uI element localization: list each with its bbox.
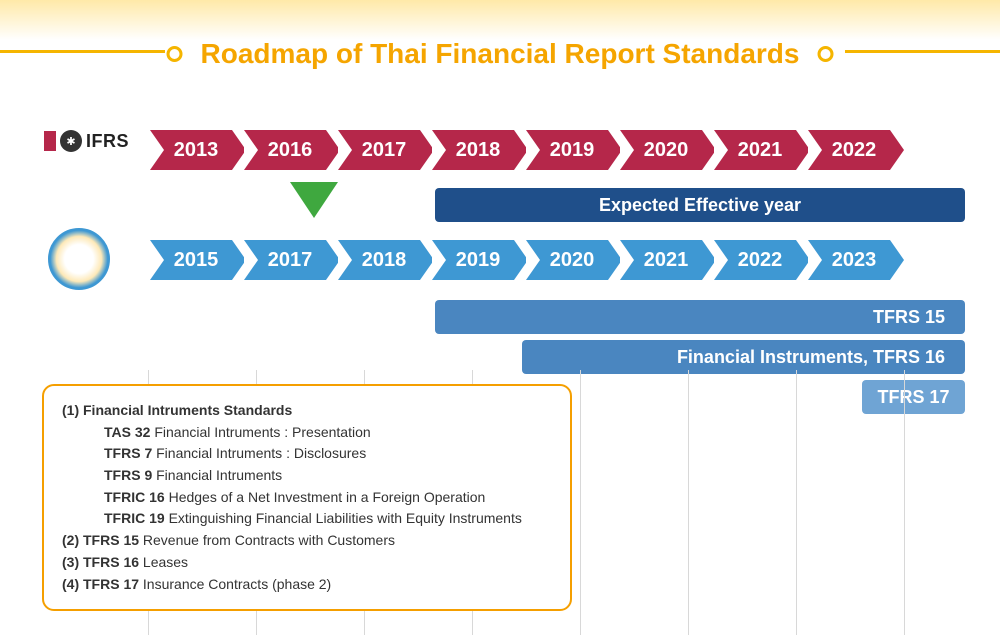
tfrs-year-chevron: 2023	[808, 240, 890, 280]
tfrs-year-chevron: 2017	[244, 240, 326, 280]
legend-row: TFRS 9 Financial Intruments	[62, 465, 552, 487]
ifrs-year-label: 2013	[150, 130, 232, 170]
tfrs-year-label: 2022	[714, 240, 796, 280]
legend-code: TFRS 9	[104, 467, 152, 483]
ifrs-year-label: 2018	[432, 130, 514, 170]
tfrs-year-chevron: 2021	[620, 240, 702, 280]
legend-code: (4) TFRS 17	[62, 576, 139, 592]
ifrs-year-row: 2013 2016 2017 2018 2019 2020 2021 2022	[150, 130, 890, 170]
ifrs-year-label: 2017	[338, 130, 420, 170]
tfrs-year-chevron: 2020	[526, 240, 608, 280]
legend-code: TAS 32	[104, 424, 150, 440]
tfrs-year-label: 2019	[432, 240, 514, 280]
ifrs-year-chevron: 2018	[432, 130, 514, 170]
legend-row: TFRIC 19 Extinguishing Financial Liabili…	[62, 508, 552, 530]
legend-desc: Financial Intruments : Disclosures	[156, 445, 366, 461]
legend-code: TFRIC 16	[104, 489, 165, 505]
legend-section-4: (4) TFRS 17 Insurance Contracts (phase 2…	[62, 574, 552, 596]
down-arrow-icon	[290, 182, 338, 218]
legend-desc: Financial Intruments : Presentation	[154, 424, 370, 440]
tfrs-year-label: 2015	[150, 240, 232, 280]
title-rule-left	[0, 50, 165, 53]
tfrs-year-chevron: 2018	[338, 240, 420, 280]
legend-desc: Revenue from Contracts with Customers	[143, 532, 395, 548]
legend-section-3: (3) TFRS 16 Leases	[62, 552, 552, 574]
legend-desc: Hedges of a Net Investment in a Foreign …	[169, 489, 486, 505]
ifrs-globe-icon: ✱	[60, 130, 82, 152]
tfrs-year-label: 2020	[526, 240, 608, 280]
legend-section-1: (1) Financial Intruments Standards	[62, 400, 552, 422]
legend-desc: Insurance Contracts (phase 2)	[143, 576, 331, 592]
page-title: Roadmap of Thai Financial Report Standar…	[183, 38, 818, 70]
expected-effective-label: Expected Effective year	[599, 195, 801, 216]
title-rule-right	[845, 50, 1000, 53]
header-gradient	[0, 0, 1000, 40]
ifrs-label: IFRS	[86, 131, 129, 152]
ifrs-year-label: 2021	[714, 130, 796, 170]
ifrs-square-icon	[44, 131, 56, 151]
ifrs-year-chevron: 2021	[714, 130, 796, 170]
financial-instruments-label: Financial Instruments, TFRS 16	[677, 347, 945, 368]
tfrs-year-label: 2018	[338, 240, 420, 280]
legend-desc: Leases	[143, 554, 188, 570]
legend-row: TAS 32 Financial Intruments : Presentati…	[62, 422, 552, 444]
legend-h1: (1) Financial Intruments Standards	[62, 402, 292, 418]
tfrs15-band: TFRS 15	[435, 300, 965, 334]
ifrs-year-chevron: 2016	[244, 130, 326, 170]
legend-row: TFRIC 16 Hedges of a Net Investment in a…	[62, 487, 552, 509]
ifrs-badge: ✱ IFRS	[44, 130, 129, 152]
ifrs-year-label: 2019	[526, 130, 608, 170]
tfrs-year-chevron: 2019	[432, 240, 514, 280]
ifrs-year-chevron: 2017	[338, 130, 420, 170]
expected-effective-band: Expected Effective year	[435, 188, 965, 222]
legend-code: TFRS 7	[104, 445, 152, 461]
legend-code: TFRIC 19	[104, 510, 165, 526]
ifrs-year-label: 2022	[808, 130, 890, 170]
legend-row: TFRS 7 Financial Intruments : Disclosure…	[62, 443, 552, 465]
tfrs-year-label: 2021	[620, 240, 702, 280]
tfrs-year-chevron: 2022	[714, 240, 796, 280]
page-title-wrap: Roadmap of Thai Financial Report Standar…	[167, 38, 834, 70]
legend-section-2: (2) TFRS 15 Revenue from Contracts with …	[62, 530, 552, 552]
ifrs-year-chevron: 2020	[620, 130, 702, 170]
legend-code: (2) TFRS 15	[62, 532, 139, 548]
financial-instruments-band: Financial Instruments, TFRS 16	[522, 340, 965, 374]
tfrs-seal-icon	[48, 228, 110, 290]
ifrs-year-label: 2016	[244, 130, 326, 170]
legend-code: (3) TFRS 16	[62, 554, 139, 570]
ifrs-year-chevron: 2019	[526, 130, 608, 170]
tfrs-year-label: 2023	[808, 240, 890, 280]
title-ball-left-icon	[167, 46, 183, 62]
legend-desc: Extinguishing Financial Liabilities with…	[169, 510, 522, 526]
ifrs-year-chevron: 2022	[808, 130, 890, 170]
legend-desc: Financial Intruments	[156, 467, 282, 483]
legend-box: (1) Financial Intruments Standards TAS 3…	[42, 384, 572, 611]
title-ball-right-icon	[817, 46, 833, 62]
tfrs-year-chevron: 2015	[150, 240, 232, 280]
ifrs-year-chevron: 2013	[150, 130, 232, 170]
tfrs-year-label: 2017	[244, 240, 326, 280]
tfrs-year-row: 2015 2017 2018 2019 2020 2021 2022 2023	[150, 240, 890, 280]
ifrs-year-label: 2020	[620, 130, 702, 170]
tfrs15-label: TFRS 15	[873, 307, 945, 328]
